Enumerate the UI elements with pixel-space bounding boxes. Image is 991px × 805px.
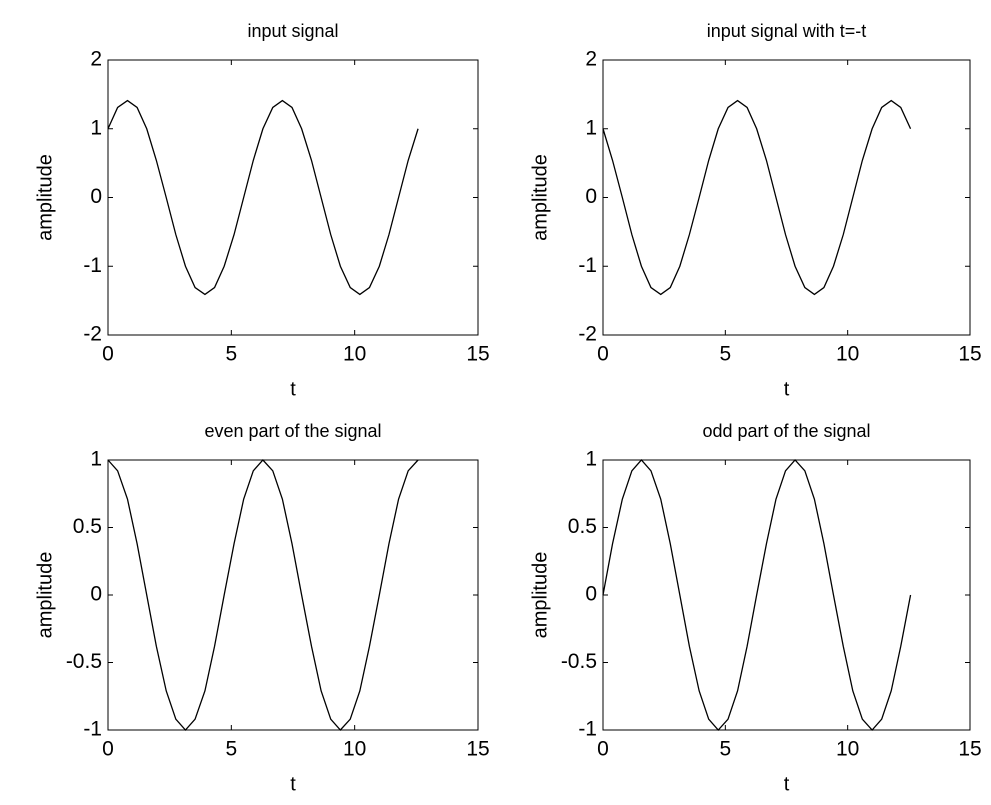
x-tick-label: 5	[719, 738, 731, 761]
y-tick-label: -1	[578, 254, 597, 277]
x-tick-label: 5	[225, 343, 237, 366]
y-tick-label: 0	[90, 185, 102, 208]
axes-box	[107, 59, 479, 336]
x-axis-label: t	[290, 773, 296, 795]
y-axis-label: amplitude	[34, 154, 56, 241]
x-tick-label: 0	[102, 738, 114, 761]
y-tick-label: -2	[578, 323, 597, 346]
y-tick-label: 0.5	[568, 515, 597, 538]
x-tick-label: 10	[836, 738, 859, 761]
y-tick-label: -1	[578, 718, 597, 741]
axes-box	[602, 59, 971, 336]
y-tick-label: 1	[585, 448, 597, 471]
y-tick-label: 0	[90, 583, 102, 606]
signal-line	[107, 459, 419, 731]
y-tick-label: -1	[83, 254, 102, 277]
x-tick-label: 15	[466, 343, 489, 366]
signal-line	[602, 99, 912, 296]
signal-line	[107, 99, 419, 296]
y-tick-label: 1	[90, 116, 102, 139]
x-tick-label: 5	[225, 738, 237, 761]
axes-box	[107, 459, 479, 731]
x-axis-label: t	[290, 378, 296, 400]
axes-box	[602, 459, 971, 731]
y-tick-label: -1	[83, 718, 102, 741]
x-tick-label: 0	[597, 738, 609, 761]
x-tick-label: 0	[597, 343, 609, 366]
y-tick-label: -0.5	[561, 650, 597, 673]
x-axis-label: t	[784, 773, 790, 795]
x-tick-label: 10	[836, 343, 859, 366]
y-tick-label: 2	[90, 48, 102, 71]
y-axis-label: amplitude	[529, 552, 551, 639]
subplot-title: even part of the signal	[204, 421, 381, 441]
x-tick-label: 5	[719, 343, 731, 366]
y-tick-label: 0	[585, 185, 597, 208]
y-tick-label: -0.5	[66, 650, 102, 673]
x-tick-label: 0	[102, 343, 114, 366]
y-tick-label: 2	[585, 48, 597, 71]
subplot-title: input signal	[247, 21, 338, 41]
y-axis-label: amplitude	[34, 552, 56, 639]
y-tick-label: 0.5	[73, 515, 102, 538]
subplot-title: input signal with t=-t	[707, 21, 867, 41]
y-tick-label: 1	[585, 116, 597, 139]
x-tick-label: 10	[343, 343, 366, 366]
y-tick-label: 0	[585, 583, 597, 606]
signal-line	[602, 459, 912, 731]
y-tick-label: 1	[90, 448, 102, 471]
x-tick-label: 15	[466, 738, 489, 761]
x-tick-label: 10	[343, 738, 366, 761]
y-axis-label: amplitude	[529, 154, 551, 241]
subplot-title: odd part of the signal	[702, 421, 870, 441]
y-tick-label: -2	[83, 323, 102, 346]
x-axis-label: t	[784, 378, 790, 400]
x-tick-label: 15	[958, 343, 981, 366]
x-tick-label: 15	[958, 738, 981, 761]
